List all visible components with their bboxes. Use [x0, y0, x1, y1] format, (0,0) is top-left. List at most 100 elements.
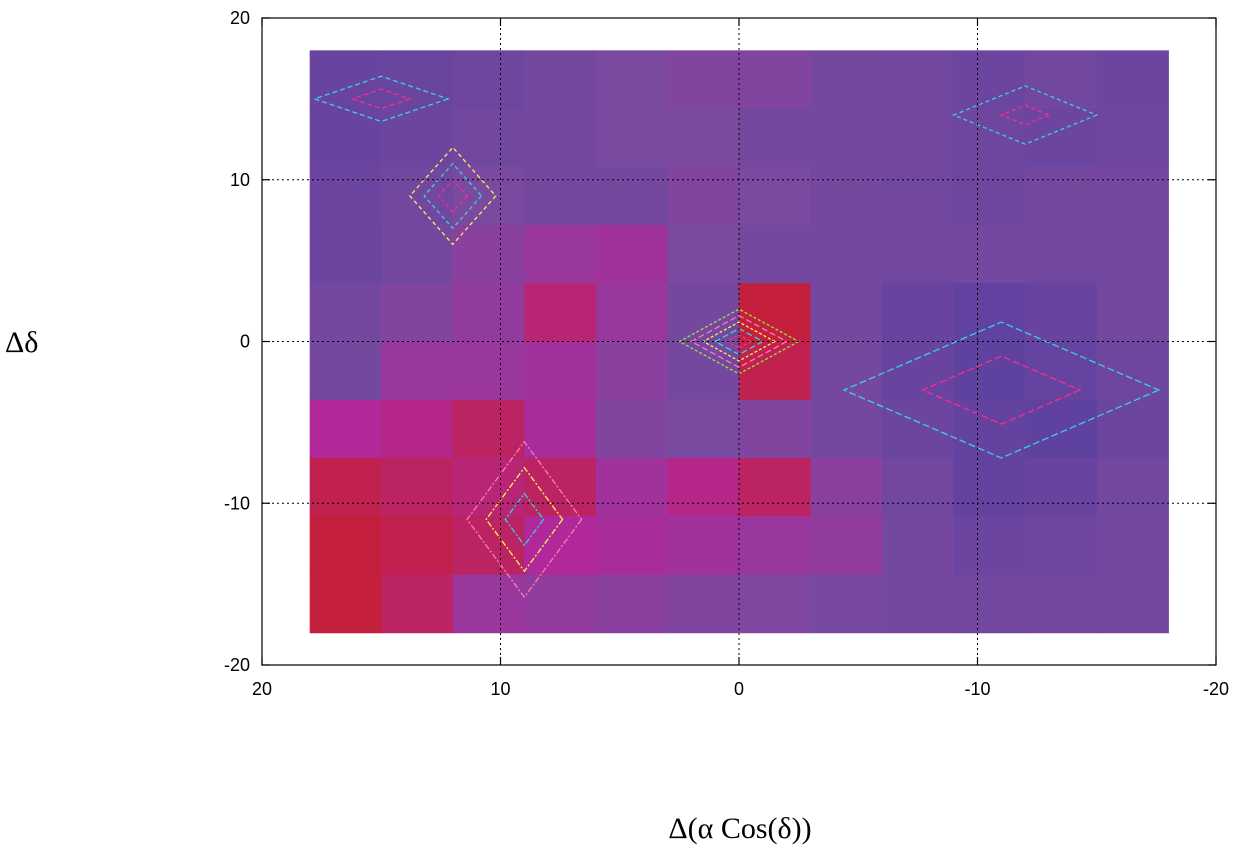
- contour-line: [842, 321, 1161, 459]
- heatmap-cell: [309, 341, 382, 401]
- heatmap-cell: [1025, 574, 1098, 634]
- heatmap-cell: [739, 341, 812, 401]
- heatmap-cell: [953, 341, 1026, 401]
- heatmap-cell: [882, 225, 955, 284]
- heatmap-cell: [524, 574, 597, 634]
- x-tick-label: -20: [1203, 679, 1229, 699]
- contour-line: [713, 327, 765, 356]
- heatmap-cell: [667, 225, 740, 284]
- heatmap-cell: [667, 108, 740, 168]
- heatmap-cell: [309, 574, 382, 634]
- heatmap-cells: [309, 50, 1169, 634]
- heatmap-cell: [667, 457, 740, 517]
- heatmap-cell: [810, 108, 883, 168]
- heatmap-cell: [667, 50, 740, 110]
- contour-line: [485, 466, 564, 573]
- heatmap-cell: [452, 457, 525, 517]
- contour-line: [423, 162, 483, 230]
- heatmap-cell: [739, 516, 812, 576]
- heatmap-cell: [452, 516, 525, 576]
- x-tick-labels: 20 10 0 -10 -20: [252, 679, 1229, 699]
- heatmap-cell: [1096, 166, 1169, 226]
- heatmap-cell: [381, 50, 454, 110]
- heatmap-cell: [309, 457, 382, 517]
- heatmap-cell: [524, 50, 597, 110]
- heatmap-cell: [595, 166, 669, 226]
- heatmap-cell: [810, 516, 883, 576]
- heatmap-cell: [953, 457, 1026, 517]
- heatmap-cell: [810, 225, 883, 284]
- heatmap-cell: [1025, 457, 1098, 517]
- heatmap-cell: [381, 516, 454, 576]
- heatmap-cell: [309, 516, 382, 576]
- heatmap-cell: [452, 50, 525, 110]
- heatmap-cell: [309, 50, 382, 110]
- heatmap-cell: [1096, 399, 1169, 459]
- heatmap-cell: [1025, 399, 1098, 459]
- heatmap-cell: [882, 341, 955, 401]
- y-tick-label: -10: [224, 493, 250, 513]
- y-tick-label: -20: [224, 655, 250, 675]
- heatmap-cell: [595, 283, 669, 343]
- heatmap-cell: [595, 574, 669, 634]
- heatmap-cell: [595, 341, 669, 401]
- heatmap-cell: [882, 50, 955, 110]
- heatmap-cell: [452, 108, 525, 168]
- heatmap-cell: [595, 50, 669, 110]
- heatmap-cell: [953, 166, 1026, 226]
- heatmap-cell: [595, 108, 669, 168]
- heatmap-cell: [595, 225, 669, 284]
- heatmap-cell: [667, 283, 740, 343]
- contour-lines: [312, 75, 1161, 599]
- heatmap-cell: [739, 399, 812, 459]
- heatmap-cell: [953, 283, 1026, 343]
- heatmap-cell: [667, 574, 740, 634]
- x-axis-label: Δ(α Cos(δ)): [668, 812, 811, 845]
- heatmap-cell: [524, 399, 597, 459]
- heatmap-cell: [452, 399, 525, 459]
- heatmap-cell: [739, 574, 812, 634]
- x-tick-label: 10: [490, 679, 510, 699]
- heatmap-cell: [381, 399, 454, 459]
- grid-lines: [262, 18, 1216, 665]
- heatmap-cell: [882, 108, 955, 168]
- heatmap-cell: [1025, 50, 1098, 110]
- heatmap-cell: [953, 516, 1026, 576]
- heatmap-cell: [739, 457, 812, 517]
- heatmap-cell: [810, 574, 883, 634]
- heatmap-cell: [953, 574, 1026, 634]
- heatmap-cell: [524, 225, 597, 284]
- contour-line: [350, 88, 412, 110]
- heatmap-cell: [452, 574, 525, 634]
- heatmap-cell: [452, 166, 525, 226]
- contour-line: [504, 492, 545, 547]
- y-tick-label: 0: [240, 332, 250, 352]
- heatmap-cell: [524, 457, 597, 517]
- heatmap-cell: [1096, 50, 1169, 110]
- heatmap-cell: [953, 225, 1026, 284]
- heatmap-cell: [810, 399, 883, 459]
- heatmap-cell: [381, 341, 454, 401]
- heatmap-cell: [595, 457, 669, 517]
- contour-line: [999, 104, 1051, 126]
- y-tick-label: 20: [230, 8, 250, 28]
- heatmap-cell: [1025, 108, 1098, 168]
- heatmap-cell: [1096, 341, 1169, 401]
- heatmap-cell: [953, 399, 1026, 459]
- contour-line: [689, 314, 789, 369]
- heatmap-cell: [667, 516, 740, 576]
- heatmap-cell: [667, 166, 740, 226]
- heatmap-cell: [381, 457, 454, 517]
- heatmap-cell: [524, 108, 597, 168]
- heatmap-cell: [882, 574, 955, 634]
- heatmap-cell: [810, 457, 883, 517]
- heatmap-cell: [667, 399, 740, 459]
- y-tick-labels: 20 10 0 -10 -20: [224, 8, 250, 675]
- heatmap-cell: [1096, 457, 1169, 517]
- heatmap-cell: [953, 108, 1026, 168]
- heatmap-cell: [1025, 166, 1098, 226]
- heatmap-cell: [381, 283, 454, 343]
- x-tick-label: 20: [252, 679, 272, 699]
- contour-line: [437, 178, 468, 214]
